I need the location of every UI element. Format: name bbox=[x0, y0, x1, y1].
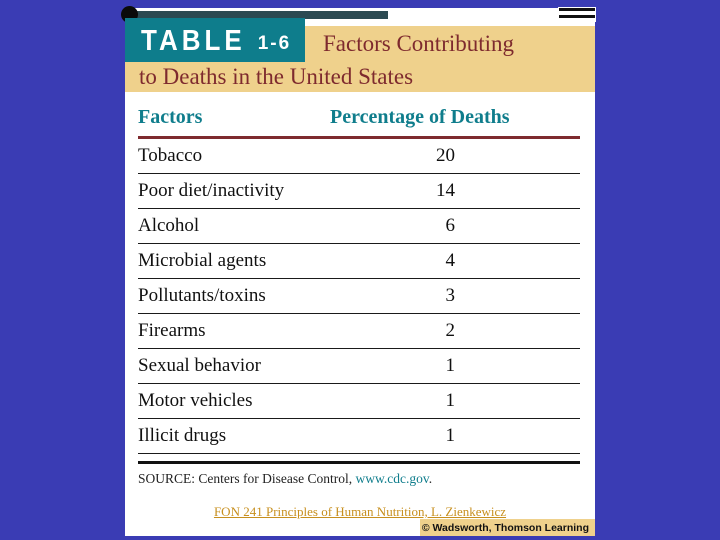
factor-cell: Firearms bbox=[138, 320, 206, 341]
table-row: Motor vehicles 1 bbox=[138, 384, 580, 419]
value-cell: 1 bbox=[445, 355, 456, 376]
table-label: TABLE bbox=[141, 22, 246, 57]
table-bottom-rule bbox=[138, 461, 580, 464]
table-row: Poor diet/inactivity 14 bbox=[138, 174, 580, 209]
column-header-factors: Factors bbox=[138, 106, 203, 128]
table-number: 1-6 bbox=[257, 33, 292, 54]
cdc-link[interactable]: www.cdc.gov bbox=[355, 471, 429, 486]
copyright-bar: © Wadsworth, Thomson Learning bbox=[420, 519, 595, 536]
slide-panel bbox=[125, 8, 595, 536]
factor-cell: Sexual behavior bbox=[138, 355, 261, 376]
table-header-row: Factors Percentage of Deaths bbox=[138, 106, 580, 139]
value-cell: 6 bbox=[445, 215, 456, 236]
table-row: Sexual behavior 1 bbox=[138, 349, 580, 384]
table-row: Alcohol 6 bbox=[138, 209, 580, 244]
value-cell: 3 bbox=[445, 285, 456, 306]
factor-cell: Illicit drugs bbox=[138, 425, 227, 446]
factor-cell: Motor vehicles bbox=[138, 390, 253, 411]
copyright-text: © Wadsworth, Thomson Learning bbox=[421, 521, 589, 534]
title-line2: to Deaths in the United States bbox=[139, 64, 414, 89]
source-period: . bbox=[428, 471, 433, 486]
striped-decoration bbox=[558, 7, 596, 22]
source-text: SOURCE: Centers for Disease Control, bbox=[138, 471, 356, 486]
course-link[interactable]: FON 241 Principles of Human Nutrition, L… bbox=[213, 504, 507, 519]
table-row: Illicit drugs 1 bbox=[138, 419, 580, 454]
value-cell: 2 bbox=[445, 320, 456, 341]
table-row: Tobacco 20 bbox=[138, 139, 580, 174]
title-band-line1: Factors Contributing bbox=[305, 26, 595, 62]
factor-cell: Pollutants/toxins bbox=[138, 285, 266, 306]
factors-table: Factors Percentage of Deaths Tobacco 20 … bbox=[138, 106, 580, 454]
factor-cell: Poor diet/inactivity bbox=[138, 180, 285, 201]
table-row: Pollutants/toxins 3 bbox=[138, 279, 580, 314]
factor-cell: Microbial agents bbox=[138, 250, 267, 271]
column-header-percentage: Percentage of Deaths bbox=[330, 106, 510, 128]
source-note: SOURCE: Centers for Disease Control, www… bbox=[138, 471, 580, 487]
top-accent-bar bbox=[130, 11, 388, 19]
value-cell: 1 bbox=[445, 390, 456, 411]
factor-cell: Alcohol bbox=[138, 215, 200, 236]
table-row: Firearms 2 bbox=[138, 314, 580, 349]
factor-cell: Tobacco bbox=[138, 145, 203, 166]
title-line1: Factors Contributing bbox=[323, 31, 515, 56]
value-cell: 4 bbox=[445, 250, 456, 271]
table-row: Microbial agents 4 bbox=[138, 244, 580, 279]
title-band-line2: to Deaths in the United States bbox=[125, 62, 595, 92]
value-cell: 20 bbox=[436, 145, 455, 166]
value-cell: 1 bbox=[445, 425, 456, 446]
table-label-block: TABLE 1-6 bbox=[125, 18, 305, 62]
value-cell: 14 bbox=[436, 180, 455, 201]
